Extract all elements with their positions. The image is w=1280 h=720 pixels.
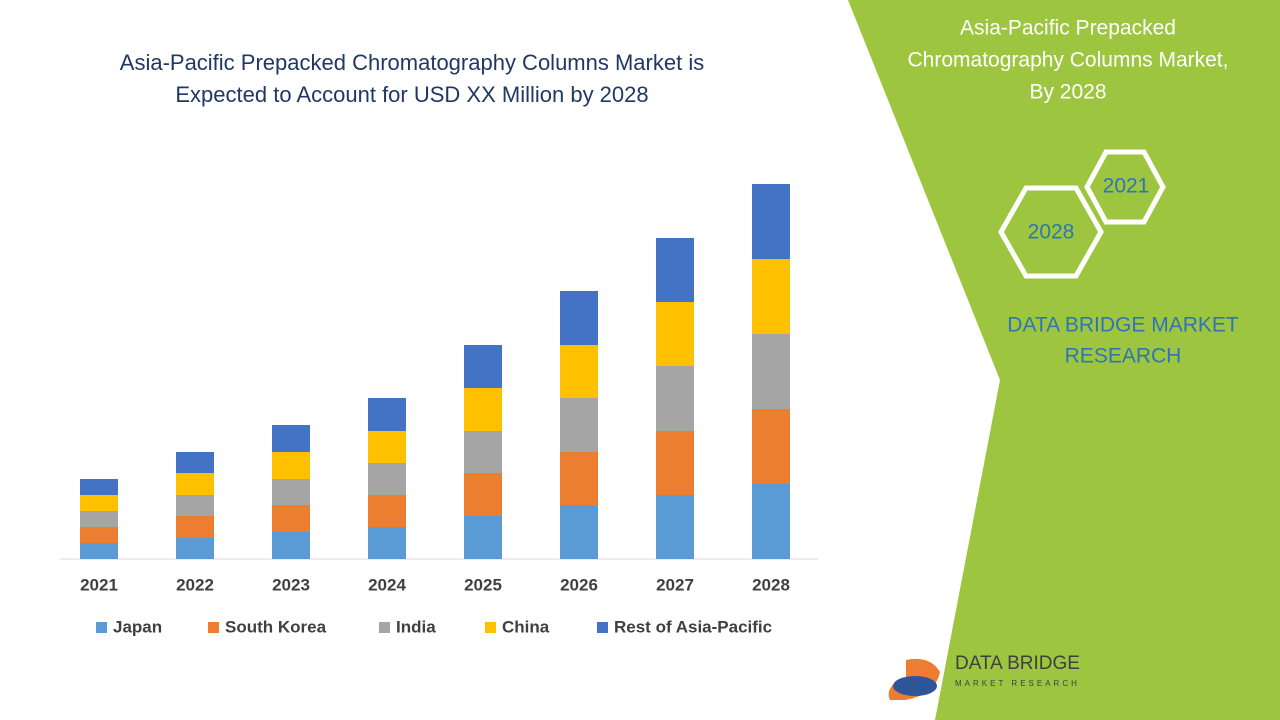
bar-segment [560, 452, 598, 505]
brand-text: DATA BRIDGE MARKET [1007, 314, 1239, 337]
legend-label: India [396, 617, 436, 636]
bar-segment [368, 495, 406, 527]
legend-swatch [485, 622, 496, 633]
bar-segment [656, 431, 694, 495]
bar-segment [656, 495, 694, 559]
hexagon [998, 185, 1104, 279]
bar-segment [752, 334, 790, 409]
bar-segment [368, 463, 406, 495]
legend-swatch [96, 622, 107, 633]
bar-segment [464, 473, 502, 516]
bar-segment [272, 505, 310, 532]
bar-segment [656, 238, 694, 302]
bar-segment [656, 302, 694, 366]
panel-title: Chromatography Columns Market, [908, 49, 1229, 72]
bar-segment [464, 431, 502, 473]
brand-text: RESEARCH [1065, 345, 1182, 368]
bar-segment [272, 479, 310, 505]
bar-segment [176, 516, 214, 538]
bar-segment [272, 532, 310, 559]
bar-segment [464, 516, 502, 559]
x-tick-label: 2021 [80, 575, 118, 594]
bar-segment [368, 527, 406, 559]
bar-segment [176, 452, 214, 473]
hex-year: 2028 [1028, 221, 1075, 244]
green-panel [848, 0, 1280, 720]
bar-segment [176, 538, 214, 559]
bar-segment [80, 543, 118, 559]
bar-segment [272, 452, 310, 479]
x-tick-label: 2022 [176, 575, 214, 594]
bar-segment [560, 398, 598, 452]
logo-text: DATA BRIDGE [955, 653, 1080, 674]
bar-segment [80, 479, 118, 495]
bar-segment [752, 184, 790, 259]
bar-segment [560, 291, 598, 345]
legend-label: Japan [113, 617, 162, 636]
bar-segment [464, 345, 502, 388]
logo-subtext: MARKET RESEARCH [955, 679, 1080, 688]
x-tick-label: 2027 [656, 575, 694, 594]
bar-segment [176, 473, 214, 495]
x-tick-label: 2025 [464, 575, 502, 594]
x-tick-label: 2024 [368, 575, 406, 594]
x-tick-label: 2026 [560, 575, 598, 594]
hex-year: 2021 [1103, 175, 1150, 198]
bar-segment [656, 366, 694, 431]
bar-segment [272, 425, 310, 452]
bar-segment [464, 388, 502, 431]
bar-segment [560, 505, 598, 559]
panel-title: Asia-Pacific Prepacked [960, 17, 1176, 40]
bar-segment [176, 495, 214, 516]
chart-title: Asia-Pacific Prepacked Chromatography Co… [120, 50, 704, 75]
bar-segment [752, 409, 790, 484]
logo-mark [893, 676, 937, 696]
bar-segment [752, 259, 790, 334]
bar-segment [368, 398, 406, 431]
legend-label: South Korea [225, 617, 327, 636]
legend-swatch [208, 622, 219, 633]
bar-segment [368, 431, 406, 463]
x-tick-label: 2028 [752, 575, 790, 594]
hexagon [1084, 149, 1166, 225]
bar-segment [80, 511, 118, 527]
chart-title: Expected to Account for USD XX Million b… [175, 82, 648, 107]
bar-segment [80, 527, 118, 543]
legend-label: Rest of Asia-Pacific [614, 617, 772, 636]
legend-swatch [597, 622, 608, 633]
legend-swatch [379, 622, 390, 633]
panel-title: By 2028 [1029, 81, 1106, 104]
x-tick-label: 2023 [272, 575, 310, 594]
bar-segment [560, 345, 598, 398]
bar-segment [752, 484, 790, 559]
legend-label: China [502, 617, 550, 636]
bar-segment [80, 495, 118, 511]
